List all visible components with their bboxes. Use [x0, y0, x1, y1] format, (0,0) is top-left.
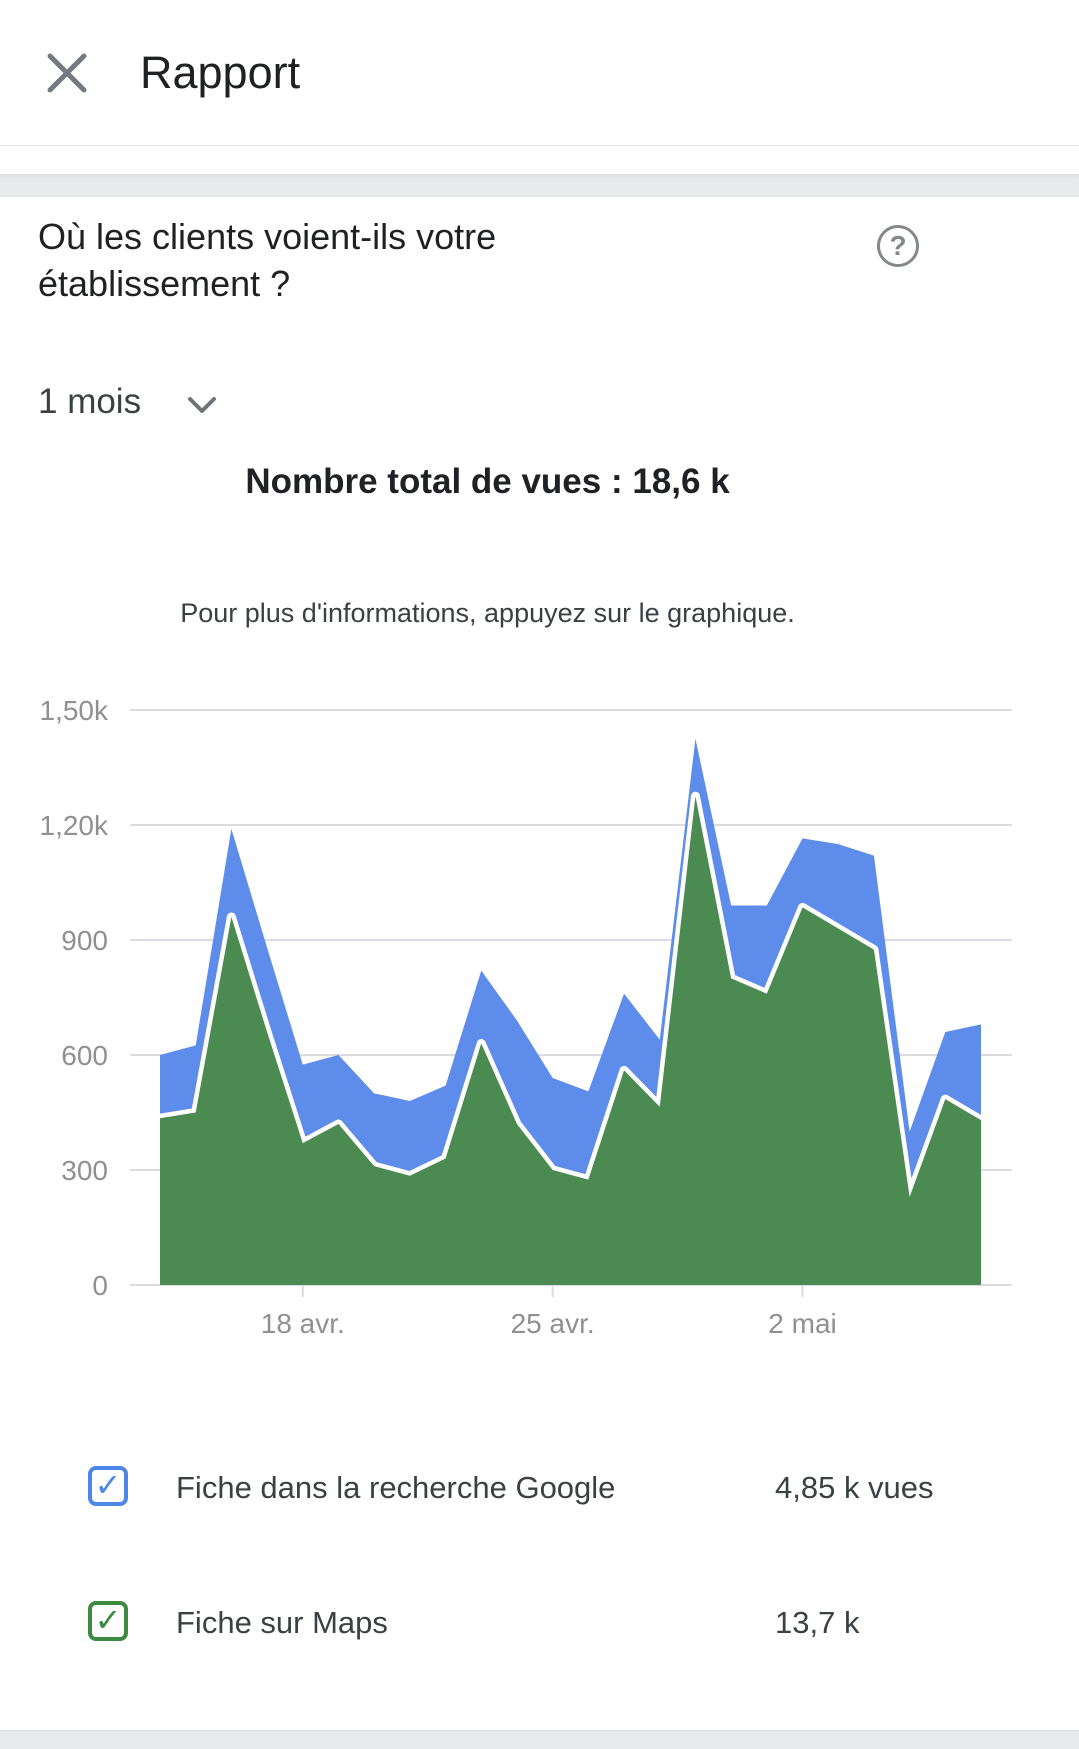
- period-dropdown[interactable]: 1 mois: [38, 382, 217, 422]
- checkmark-icon: ✓: [94, 1602, 122, 1638]
- chart-subtitle: Pour plus d'informations, appuyez sur le…: [180, 598, 795, 628]
- x-axis-label: 2 mai: [768, 1308, 836, 1339]
- bottom-bar: [0, 1730, 1079, 1749]
- top-divider-band: [0, 174, 1079, 197]
- y-axis-label: 0: [92, 1270, 108, 1301]
- page-title: Rapport: [140, 46, 301, 98]
- section-title: Où les clients voient-ils votre établiss…: [38, 216, 497, 304]
- legend-label-google-search: Fiche dans la recherche Google: [176, 1470, 616, 1505]
- checkbox-google-search[interactable]: ✓: [88, 1466, 128, 1506]
- x-axis-label: 18 avr.: [261, 1308, 345, 1339]
- y-axis-label: 900: [61, 925, 108, 956]
- app-header: Rapport: [0, 0, 1079, 146]
- checkmark-icon: ✓: [94, 1467, 122, 1503]
- views-area-chart[interactable]: 0 300 600 900 1,20k 1,50k 18 avr. 25 avr. 2 mai: [0, 640, 1079, 1350]
- chart-title: Nombre total de vues : 18,6 k: [245, 462, 730, 501]
- y-axis-label: 300: [61, 1155, 108, 1186]
- close-icon[interactable]: [44, 50, 90, 96]
- legend-label-maps: Fiche sur Maps: [176, 1605, 388, 1640]
- legend-row-maps: ✓ Fiche sur Maps 13,7 k: [0, 1597, 1079, 1655]
- y-axis-label: 600: [61, 1040, 108, 1071]
- legend-row-google-search: ✓ Fiche dans la recherche Google 4,85 k …: [0, 1462, 1079, 1520]
- period-value: 1 mois: [38, 382, 142, 421]
- y-axis-label: 1,50k: [40, 695, 109, 726]
- x-axis-label: 25 avr.: [511, 1308, 595, 1339]
- legend-value-google-search: 4,85 k vues: [775, 1470, 934, 1505]
- help-glyph: ?: [889, 230, 907, 261]
- y-axis-label: 1,20k: [40, 810, 109, 841]
- chevron-down-icon: [188, 397, 217, 413]
- checkbox-maps[interactable]: ✓: [88, 1601, 128, 1641]
- legend-value-maps: 13,7 k: [775, 1605, 860, 1640]
- help-icon[interactable]: ?: [877, 225, 919, 267]
- area-maps[interactable]: [160, 796, 981, 1285]
